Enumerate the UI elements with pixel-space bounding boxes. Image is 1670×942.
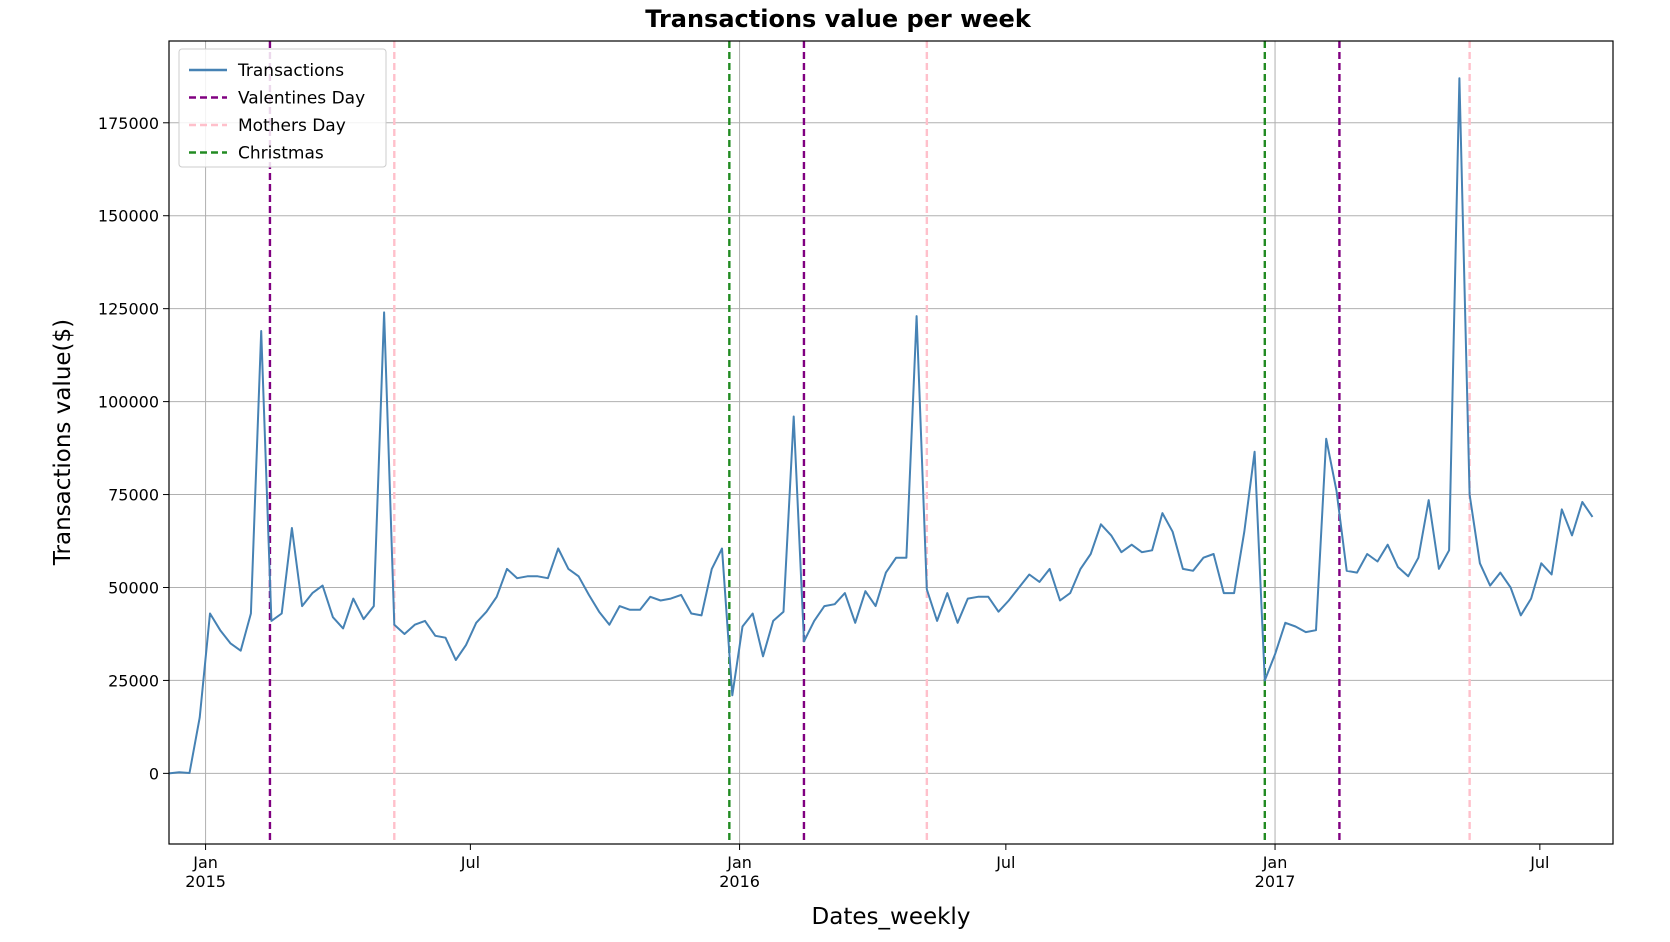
plot-frame [168,40,1614,845]
event-lines [268,41,1471,844]
series-line-transactions [168,77,1594,775]
y-tick-label: 100000 [98,393,159,412]
y-tick-label: 25000 [108,671,159,690]
y-tick-label: 0 [149,764,159,783]
series [168,77,1594,775]
legend-box [178,48,387,168]
legend-label: Valentines Day [238,89,365,109]
x-tick-label: Jul [995,853,1015,872]
legend-label: Christmas [238,144,324,164]
x-tick-year-label: 2017 [1255,872,1296,891]
y-tick-label: 50000 [108,578,159,597]
x-tick-year-label: 2016 [719,872,760,891]
x-axis-label: Dates_weekly [812,904,971,930]
y-tick-label: 75000 [108,486,159,505]
x-tick-year-label: 2015 [185,872,226,891]
legend: Transactions Valentines Day Mothers Day Chr… [178,48,387,168]
y-tick-label: 175000 [98,114,159,133]
x-tick-label: Jul [1529,853,1549,872]
x-tick-label: Jan [726,853,752,872]
grid [169,41,1613,844]
y-tick-label: 125000 [98,300,159,319]
y-axis-label: Transactions value($) [50,319,76,566]
legend-label: Mothers Day [238,116,346,136]
x-tick-label: Jan [192,853,218,872]
x-tick-label: Jul [460,853,480,872]
y-tick-label: 150000 [98,207,159,226]
chart-title: Transactions value per week [645,5,1032,33]
x-tick-label: Jan [1262,853,1288,872]
y-axis-ticks: 0 25000 50000 75000 100000 125000 150000 175000 [98,114,169,783]
legend-label: Transactions [237,61,344,81]
